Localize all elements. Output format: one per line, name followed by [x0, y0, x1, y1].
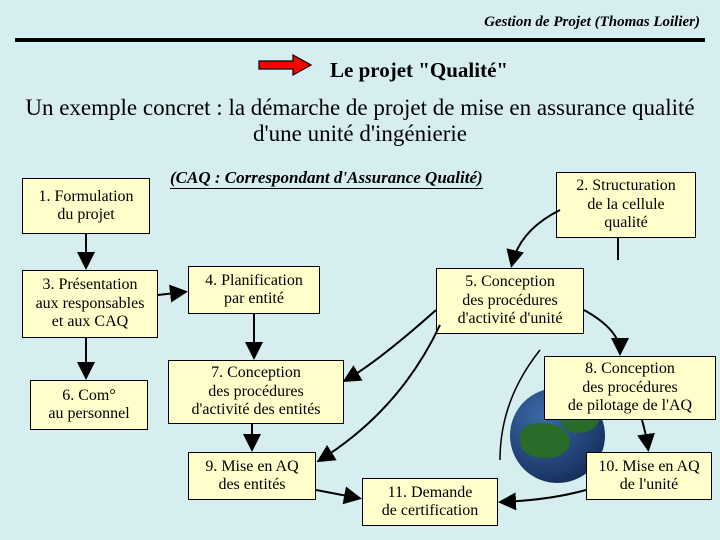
- box-3-presentation: 3. Présentation aux responsables et aux …: [22, 270, 158, 338]
- section-title: Le projet "Qualité": [330, 58, 508, 83]
- header-rule: [15, 38, 705, 42]
- box-6-com-personnel: 6. Com° au personnel: [30, 380, 148, 430]
- subtitle: Un exemple concret : la démarche de proj…: [0, 95, 720, 147]
- box-7-conception-entites: 7. Conception des procédures d'activité …: [168, 360, 344, 424]
- box-10-mise-aq-unite: 10. Mise en AQ de l'unité: [586, 452, 712, 500]
- title-arrow-icon: [255, 52, 315, 78]
- box-2-structuration: 2. Structuration de la cellule qualité: [556, 172, 696, 238]
- box-11-demande-certif: 11. Demande de certification: [362, 478, 498, 526]
- box-4-planification: 4. Planification par entité: [188, 266, 320, 314]
- box-5-conception-unite: 5. Conception des procédures d'activité …: [436, 268, 584, 334]
- box-8-conception-pilotage: 8. Conception des procédures de pilotage…: [544, 356, 716, 420]
- box-1-formulation: 1. Formulation du projet: [22, 178, 150, 234]
- box-9-mise-aq-entites: 9. Mise en AQ des entités: [188, 452, 316, 500]
- caq-note: (CAQ : Correspondant d'Assurance Qualité…: [170, 168, 483, 189]
- page-header: Gestion de Projet (Thomas Loilier): [484, 14, 700, 31]
